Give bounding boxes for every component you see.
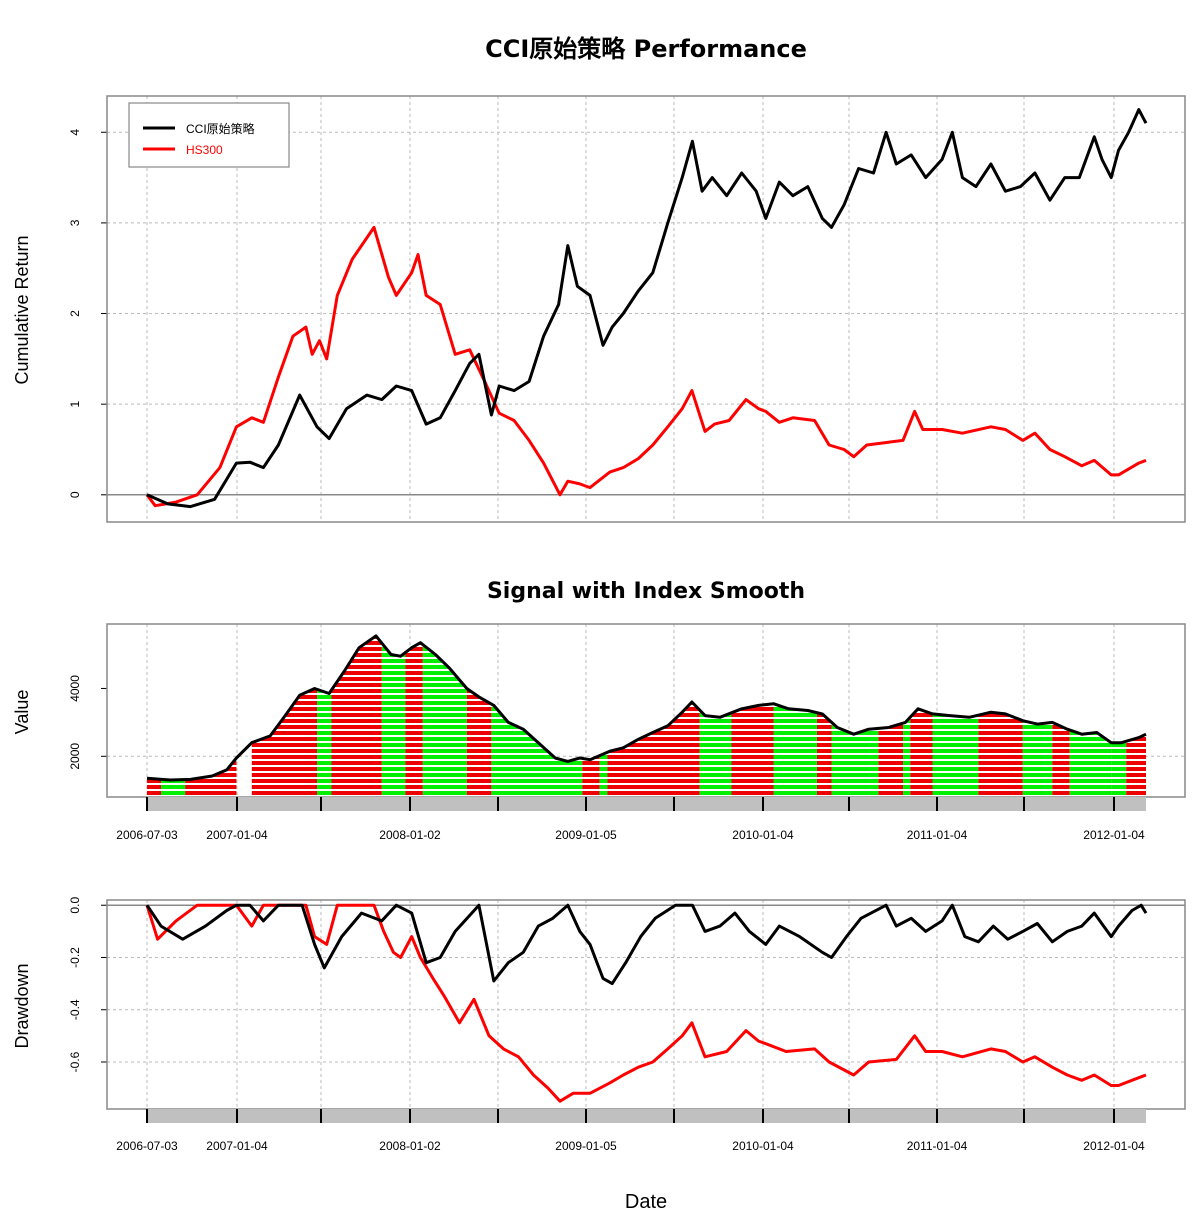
signal-date-band [147, 797, 1146, 811]
performance-ytick-label-3: 3 [68, 219, 82, 226]
performance-title: CCI原始策略 Performance [485, 35, 807, 63]
drawdown-ytick-label-1: -0.2 [68, 947, 82, 968]
x-axis-label: Date [625, 1191, 667, 1213]
signal-segment-23 [932, 713, 979, 797]
signal-panel: 2000 4000 2006-07-03 2007-01-04 2008-01-02 20… [68, 623, 1186, 842]
signal-date-label-1: 2007-01-04 [206, 828, 268, 842]
drawdown-ytick-label-3: -0.6 [68, 1051, 82, 1072]
signal-segment-7 [381, 643, 406, 797]
signal-segment-0 [147, 778, 161, 797]
signal-segment-5 [317, 689, 332, 797]
drawdown-ytick-label-0: 0.0 [68, 897, 82, 914]
drawdown-date-label-1: 2007-01-04 [206, 1139, 268, 1153]
drawdown-date-band [147, 1109, 1146, 1123]
signal-segment-8 [405, 642, 423, 797]
signal-segment-9 [422, 644, 467, 797]
drawdown-series-hs300 [145, 903, 1147, 1103]
performance-ytick-label-4: 4 [68, 129, 82, 136]
drawdown-date-label-6: 2012-01-04 [1083, 1139, 1145, 1153]
signal-segment-14 [607, 702, 700, 797]
performance-ytick-label-2: 2 [68, 310, 82, 317]
performance-panel: 0 1 2 3 4 [68, 95, 1186, 523]
drawdown-series-strategy [145, 903, 1148, 986]
legend: CCI原始策略 HS300 [128, 102, 290, 168]
signal-segment-28 [1111, 741, 1127, 797]
drawdown-date-label-0: 2006-07-03 [116, 1139, 178, 1153]
signal-segment-25 [1022, 720, 1053, 797]
signal-ylabel: Value [12, 690, 32, 735]
signal-date-label-5: 2011-01-04 [907, 828, 968, 842]
drawdown-ytick-label-2: -0.4 [68, 999, 82, 1020]
signal-title: Signal with Index Smooth [487, 579, 805, 604]
drawdown-date-label-2: 2008-01-02 [379, 1139, 441, 1153]
signal-date-label-3: 2009-01-05 [555, 828, 617, 842]
signal-segment-11 [491, 704, 583, 797]
signal-ytick-label-1: 4000 [68, 675, 82, 702]
legend-benchmark-label: HS300 [186, 143, 223, 157]
signal-segment-4 [251, 689, 317, 797]
drawdown-date-label-5: 2011-01-04 [907, 1139, 968, 1153]
drawdown-date-label-4: 2010-01-04 [732, 1139, 794, 1153]
signal-segment-17 [773, 703, 817, 797]
signal-date-label-6: 2012-01-04 [1083, 828, 1145, 842]
legend-strategy-label: CCI原始策略 [186, 121, 255, 136]
performance-ylabel: Cumulative Return [12, 235, 32, 384]
legend-box [128, 102, 290, 168]
signal-segment-16 [731, 703, 774, 797]
performance-series-strategy [146, 108, 1148, 509]
signal-ytick-label-0: 2000 [68, 743, 82, 770]
performance-series-hs300 [145, 225, 1147, 508]
drawdown-ylabel: Drawdown [12, 963, 32, 1048]
performance-ytick-label-1: 1 [68, 401, 82, 408]
performance-ytick-label-0: 0 [68, 491, 82, 498]
performance-frame [106, 95, 1186, 523]
signal-date-label-0: 2006-07-03 [116, 828, 178, 842]
drawdown-date-label-3: 2009-01-05 [555, 1139, 617, 1153]
drawdown-panel: 0.0 -0.2 -0.4 -0.6 2006-07-03 2007-01-04 2008-… [68, 897, 1186, 1153]
signal-date-label-4: 2010-01-04 [732, 828, 794, 842]
signal-segment-27 [1069, 730, 1112, 797]
signal-index-smooth-line [146, 634, 1147, 782]
signal-date-label-2: 2008-01-02 [379, 828, 441, 842]
signal-segment-1 [161, 779, 186, 797]
signal-segment-13 [599, 752, 608, 797]
